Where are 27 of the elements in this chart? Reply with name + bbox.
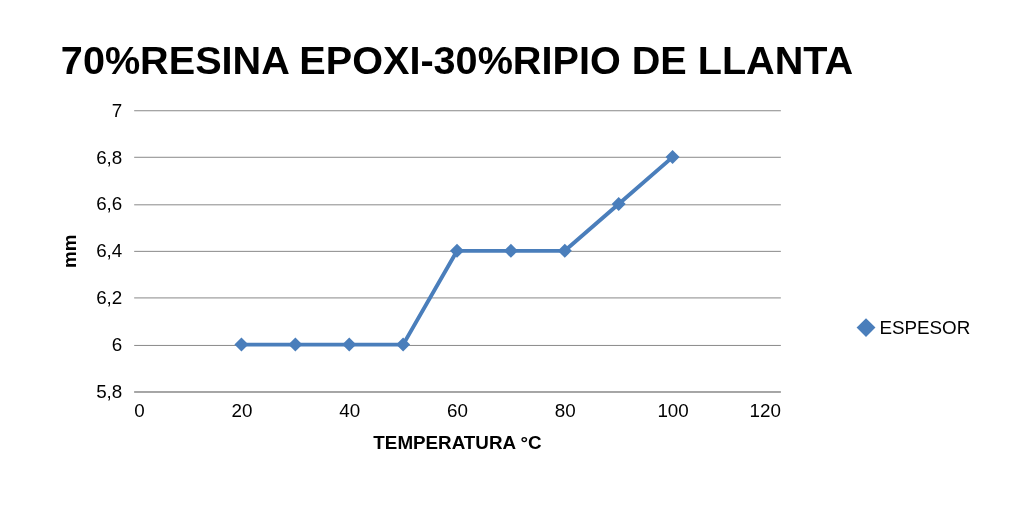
x-tick-label: 20 [231,399,253,421]
y-tick-label: 5,8 [96,380,123,402]
x-tick-label: 100 [657,399,689,421]
point [503,243,518,258]
x-tick-label: 80 [554,399,576,421]
y-tick-label: 6,8 [96,146,123,168]
chart-title: 70%RESINA EPOXI-30%RIPIO DE LLANTA [60,37,854,82]
point [288,337,303,352]
point [665,150,680,165]
y-tick-label: 7 [111,99,123,121]
x-tick-label: 0 [134,399,145,421]
legend-label: ESPESOR [879,316,971,338]
point [342,337,357,352]
y-tick-label: 6,4 [96,240,123,262]
point [234,337,249,352]
x-tick-label: 120 [749,399,781,421]
x-tick-label: 40 [339,399,361,421]
point [611,196,626,211]
y-tick-label: 6,6 [96,193,123,215]
y-tick-label: 6,2 [96,287,123,309]
point [450,243,465,258]
y-axis-title: mm [59,234,81,269]
x-tick-label: 60 [447,399,468,421]
x-axis-title: TEMPERATURA °C [373,432,543,454]
point [396,337,411,352]
point [557,243,572,258]
y-tick-label: 6 [111,334,123,356]
